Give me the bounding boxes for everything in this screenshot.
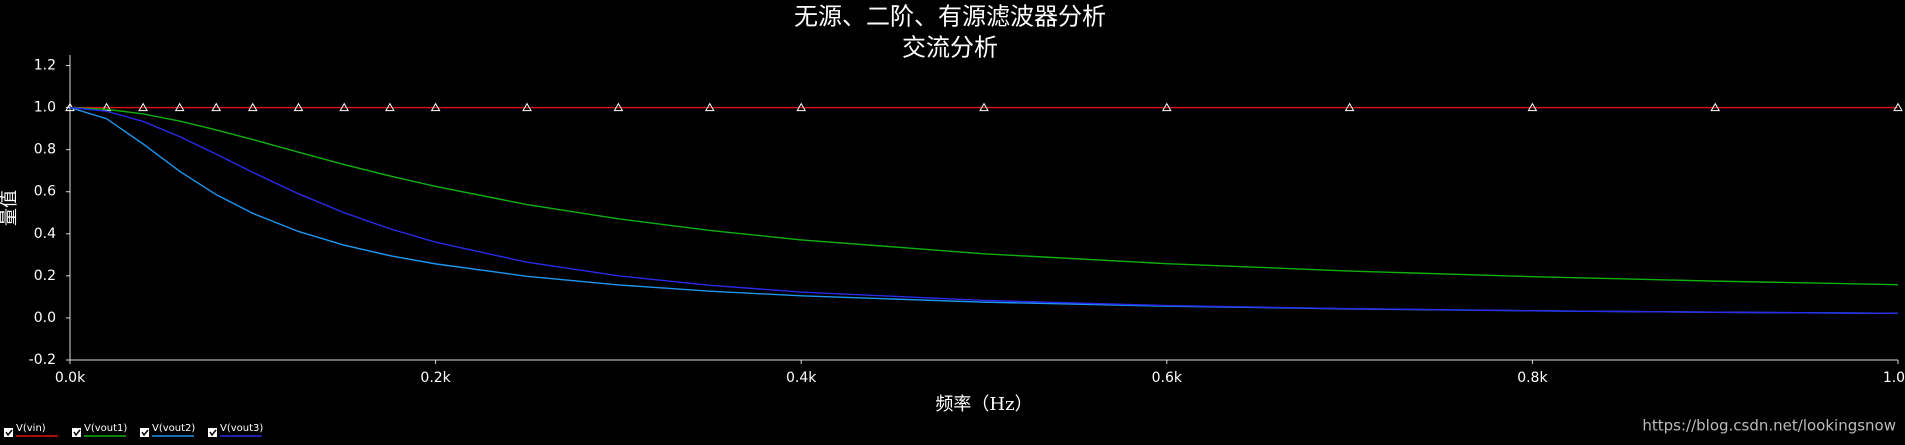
- legend-checkbox: [208, 428, 217, 437]
- marker: [796, 102, 807, 112]
- legend-check: [209, 429, 217, 437]
- marker: [138, 102, 148, 112]
- y-tick-label: 0.2: [34, 268, 56, 284]
- x-tick-label: 0.6k: [1152, 370, 1183, 386]
- legend-item: V(vout3): [208, 423, 263, 437]
- marker: [1893, 102, 1903, 112]
- y-axis-label: 量值: [0, 190, 20, 226]
- y-tick-label: 1.2: [34, 58, 56, 74]
- legend-check: [5, 429, 13, 437]
- marker: [613, 102, 624, 112]
- legend-check: [141, 429, 149, 437]
- y-tick-label: -0.2: [29, 352, 56, 368]
- marker: [247, 102, 258, 112]
- chart-title: 无源、二阶、有源滤波器分析: [794, 3, 1106, 31]
- marker: [430, 102, 441, 112]
- legend-item: V(vout1): [72, 423, 127, 437]
- marker: [293, 102, 304, 112]
- y-tick-label: 0.0: [34, 310, 56, 326]
- chart-subtitle: 交流分析: [902, 34, 998, 62]
- marker: [979, 102, 989, 112]
- marker: [1344, 102, 1355, 112]
- x-tick-label: 1.0k: [1883, 370, 1905, 386]
- y-tick-label: 0.6: [34, 184, 56, 200]
- marker: [1710, 102, 1721, 112]
- legend-checkbox: [72, 428, 81, 437]
- series-line: [69, 106, 1899, 286]
- legend-label: V(vout2): [152, 423, 195, 434]
- legend-checkbox: [4, 428, 13, 437]
- marker: [385, 102, 395, 112]
- legend-label: V(vout1): [84, 423, 127, 434]
- y-tick-label: 0.8: [34, 142, 56, 158]
- legend-item: V(vin): [4, 423, 58, 437]
- x-axis-label: 频率（Hz）: [935, 394, 1032, 415]
- legend-label: V(vout3): [220, 423, 263, 434]
- x-tick-label: 0.0k: [55, 370, 86, 386]
- x-tick-label: 0.2k: [420, 370, 451, 386]
- marker: [1527, 102, 1538, 112]
- marker: [1161, 102, 1172, 112]
- y-tick-label: 1.0: [34, 100, 56, 116]
- legend-check: [73, 429, 81, 437]
- marker: [522, 102, 532, 112]
- marker: [704, 102, 715, 112]
- y-tick-label: 0.4: [34, 226, 56, 242]
- series-line: [69, 106, 1899, 315]
- marker: [211, 102, 222, 112]
- legend-checkbox: [140, 428, 149, 437]
- legend-item: V(vout2): [140, 423, 195, 437]
- x-tick-label: 0.8k: [1517, 370, 1548, 386]
- x-tick-label: 0.4k: [786, 370, 817, 386]
- marker: [174, 102, 185, 112]
- legend-label: V(vin): [16, 423, 46, 434]
- marker: [339, 102, 350, 112]
- watermark: https://blog.csdn.net/lookingsnow: [1642, 417, 1896, 435]
- series-line: [69, 106, 1899, 315]
